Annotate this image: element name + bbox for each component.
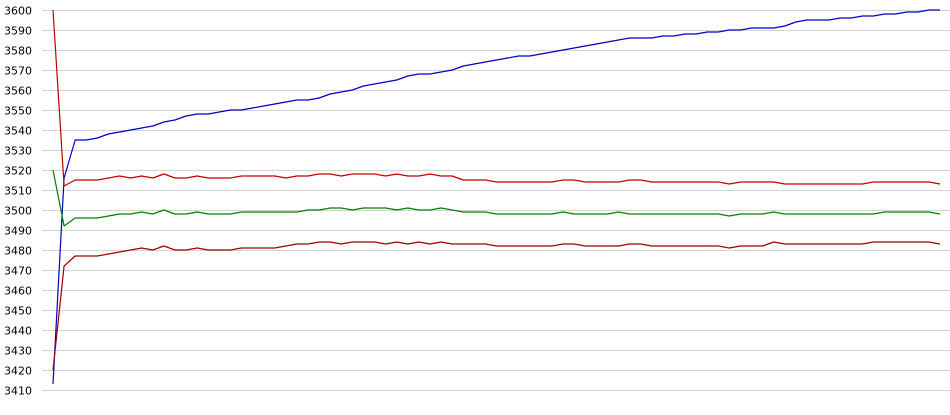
y-tick-label: 3430 [4,345,32,358]
y-tick-label: 3420 [4,365,32,378]
gridlines [42,10,950,391]
series-lines [52,9,941,385]
y-tick-label: 3580 [4,45,32,58]
y-tick-label: 3490 [4,225,32,238]
y-tick-label: 3600 [4,5,32,18]
y-tick-label: 3480 [4,245,32,258]
y-tick-label: 3410 [4,385,32,398]
y-axis-tick-labels: 3410 3420 3430 3440 3450 3460 3470 3480 3490 3500… [4,5,32,398]
y-tick-label: 3590 [4,25,32,38]
y-tick-label: 3540 [4,125,32,138]
y-tick-label: 3520 [4,165,32,178]
series-line-1 [52,9,940,385]
y-tick-label: 3500 [4,205,32,218]
y-tick-label: 3450 [4,305,32,318]
series-line-2 [52,9,941,187]
y-tick-label: 3510 [4,185,32,198]
series-line-4 [52,241,941,371]
series-line-3 [52,169,941,227]
y-tick-label: 3560 [4,85,32,98]
y-tick-label: 3440 [4,325,32,338]
y-tick-label: 3530 [4,145,32,158]
y-tick-label: 3550 [4,105,32,118]
y-tick-label: 3470 [4,265,32,278]
y-tick-label: 3460 [4,285,32,298]
y-tick-label: 3570 [4,65,32,78]
